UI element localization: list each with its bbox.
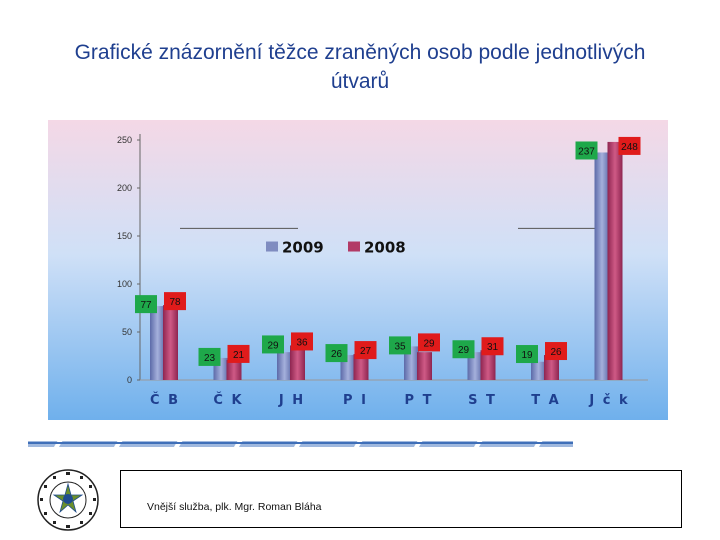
- svg-text:26: 26: [550, 347, 562, 358]
- bar-2008-3: [353, 354, 369, 380]
- y-tick-label: 250: [117, 135, 132, 145]
- svg-text:35: 35: [394, 341, 406, 352]
- svg-text:23: 23: [204, 353, 216, 364]
- legend-swatch-2008: [348, 241, 360, 252]
- bar-2009-7: [594, 152, 610, 380]
- police-seal-icon: [37, 469, 99, 531]
- value-label-2008-0: 78: [164, 292, 186, 311]
- category-label: J č k: [588, 393, 629, 408]
- bar-2008-0: [163, 305, 178, 380]
- bar-2009-2: [277, 352, 292, 380]
- category-label: Č K: [213, 392, 243, 408]
- category-label: Č B: [150, 392, 180, 408]
- value-label-2008-6: 26: [545, 342, 567, 361]
- value-label-2009-2: 29: [262, 335, 284, 354]
- footer-text: Vnější služba, plk. Mgr. Roman Bláha: [147, 501, 322, 513]
- svg-text:29: 29: [458, 345, 470, 356]
- legend-swatch-2009: [266, 241, 278, 252]
- y-tick-label: 150: [117, 231, 132, 241]
- y-tick-label: 200: [117, 183, 132, 193]
- category-label: T A: [531, 393, 560, 408]
- category-label: P I: [343, 393, 368, 408]
- decorative-stripe: [28, 440, 573, 448]
- value-label-2009-4: 35: [389, 336, 411, 355]
- bar-2009-6: [531, 361, 546, 380]
- legend: 2009 2008: [266, 239, 406, 257]
- value-label-2009-1: 23: [198, 347, 221, 366]
- y-tick-label: 100: [117, 279, 132, 289]
- svg-text:77: 77: [140, 300, 152, 311]
- svg-text:21: 21: [233, 350, 245, 361]
- bar-2008-6: [544, 355, 559, 380]
- value-label-2008-7: 248: [618, 136, 641, 155]
- bar-2009-0: [150, 306, 165, 380]
- svg-text:27: 27: [360, 346, 372, 357]
- category-label: P T: [405, 393, 434, 408]
- value-label-2008-2: 36: [291, 332, 313, 351]
- legend-label-2009: 2009: [282, 239, 324, 257]
- value-label-2008-1: 21: [227, 344, 250, 363]
- value-label-2009-6: 19: [516, 345, 538, 364]
- chart-svg: 0 50 100 150 200 250 Č B 77 78 Č K 23 21 J H 29 36 P I…: [48, 120, 668, 420]
- footer-box: Vnější služba, plk. Mgr. Roman Bláha: [120, 470, 682, 528]
- value-label-2009-0: 77: [135, 295, 157, 314]
- bar-2008-5: [480, 350, 496, 380]
- svg-text:19: 19: [521, 350, 533, 361]
- slide-title: Grafické znázornění těžce zraněných osob…: [74, 41, 646, 93]
- svg-text:78: 78: [169, 297, 181, 308]
- value-label-2008-3: 27: [354, 341, 377, 360]
- y-tick-label: 50: [122, 327, 132, 337]
- svg-text:29: 29: [423, 338, 435, 349]
- bar-2009-4: [404, 346, 419, 380]
- value-label-2009-7: 237: [575, 141, 598, 160]
- bar-2008-2: [290, 345, 305, 380]
- bar-2008-7: [607, 141, 623, 380]
- svg-text:248: 248: [621, 142, 638, 153]
- svg-text:36: 36: [296, 337, 308, 348]
- value-label-2009-5: 29: [452, 340, 475, 359]
- bar-2009-5: [467, 352, 483, 380]
- value-label-2008-5: 31: [481, 337, 504, 356]
- svg-text:237: 237: [578, 146, 595, 157]
- value-label-2009-3: 26: [325, 344, 348, 363]
- legend-label-2008: 2008: [364, 239, 406, 257]
- svg-text:31: 31: [487, 342, 499, 353]
- category-label: S T: [468, 393, 497, 408]
- y-tick-label: 0: [127, 375, 132, 385]
- value-label-2008-4: 29: [418, 333, 440, 352]
- category-label: J H: [278, 393, 305, 408]
- bar-2008-4: [417, 352, 432, 380]
- svg-text:26: 26: [331, 349, 343, 360]
- chart: 0 50 100 150 200 250 Č B 77 78 Č K 23 21 J H 29 36 P I…: [48, 120, 668, 420]
- bar-2008-1: [226, 359, 242, 380]
- svg-text:29: 29: [267, 340, 279, 351]
